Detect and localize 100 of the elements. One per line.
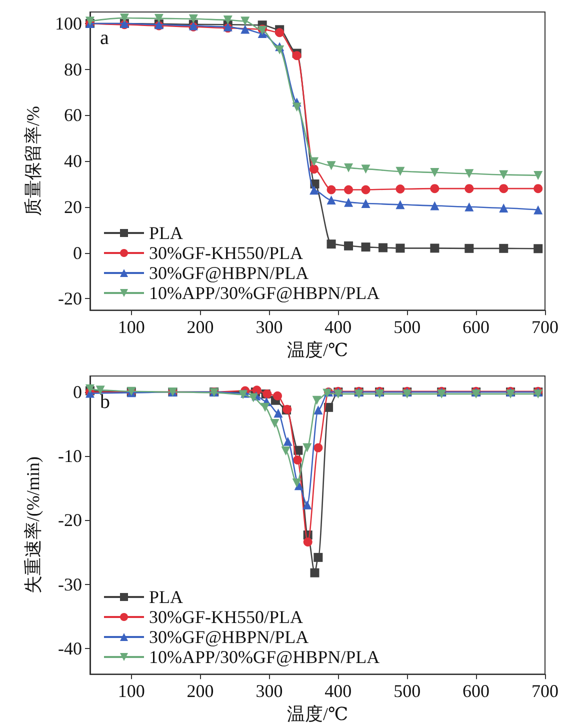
point	[96, 386, 105, 395]
point	[534, 184, 543, 194]
point	[396, 200, 405, 210]
point	[396, 244, 405, 253]
x-tick-label: 500	[394, 681, 421, 702]
point	[260, 402, 270, 412]
y-tick-label: -20	[58, 288, 82, 309]
point	[303, 538, 312, 547]
point	[430, 201, 440, 210]
point	[293, 455, 302, 464]
y-tick-label: 0	[73, 382, 82, 402]
legend-label: 10%APP/30%GF@HBPN/PLA	[149, 647, 380, 667]
x-tick-label: 100	[118, 681, 145, 702]
point	[281, 446, 290, 456]
point	[283, 436, 292, 446]
point	[378, 243, 388, 252]
point	[534, 244, 543, 254]
point	[344, 163, 354, 172]
x-tick-label: 300	[256, 681, 283, 702]
point	[275, 45, 284, 54]
y-tick-label: -20	[58, 510, 82, 530]
x-tick-label: 100	[118, 317, 145, 338]
point	[499, 184, 508, 194]
point	[292, 102, 302, 112]
annotation: b	[100, 391, 110, 413]
annotation: a	[100, 27, 109, 49]
x-tick-label: 400	[324, 681, 352, 702]
y-tick-label: 20	[64, 196, 82, 217]
point	[499, 244, 508, 253]
point	[464, 169, 474, 178]
point	[292, 478, 302, 488]
x-tick-label: 300	[256, 317, 283, 338]
point	[430, 244, 440, 253]
y-tick-label: 0	[73, 242, 82, 263]
point	[302, 443, 312, 452]
y-axis-title: 失重速率/(%/min)	[23, 456, 43, 594]
point	[344, 185, 354, 194]
y-tick-label: -40	[58, 638, 82, 658]
legend-label: 30%GF@HBPN/PLA	[149, 627, 309, 647]
point	[240, 24, 250, 34]
point	[274, 408, 283, 418]
point	[499, 170, 508, 180]
x-tick-label: 200	[186, 317, 214, 338]
point	[326, 161, 336, 170]
point	[464, 184, 474, 194]
x-tick-label: 700	[532, 681, 558, 702]
point	[310, 164, 319, 174]
point	[464, 202, 474, 212]
point	[464, 244, 474, 253]
point	[499, 204, 508, 213]
x-tick-label: 700	[532, 317, 558, 338]
point	[396, 184, 405, 194]
x-tick-label: 200	[186, 681, 214, 702]
point	[188, 14, 198, 24]
y-tick-label: -30	[58, 574, 82, 594]
point	[273, 391, 282, 400]
x-tick-label: 600	[462, 317, 490, 338]
point	[534, 205, 543, 214]
point	[310, 157, 319, 166]
legend-label: 30%GF-KH550/PLA	[149, 243, 304, 263]
point	[314, 443, 323, 452]
y-tick-label: 40	[64, 151, 82, 172]
legend-label: 10%APP/30%GF@HBPN/PLA	[149, 283, 380, 303]
x-tick-label: 400	[324, 317, 352, 338]
point	[430, 184, 440, 194]
point	[344, 241, 354, 250]
point	[302, 500, 312, 510]
point	[344, 198, 354, 207]
y-axis-title: 质量保留率/%	[23, 106, 43, 216]
point	[314, 552, 323, 562]
point	[361, 242, 370, 252]
legend-label: 30%GF-KH550/PLA	[149, 607, 304, 627]
point	[310, 186, 319, 195]
point	[326, 196, 336, 205]
x-axis-title: 温度/℃	[286, 704, 348, 724]
point	[314, 405, 323, 414]
point	[120, 13, 129, 22]
point	[326, 185, 336, 194]
y-tick-label: 80	[64, 59, 82, 80]
point	[223, 16, 232, 25]
point	[396, 166, 405, 176]
point	[361, 198, 370, 208]
x-axis-title: 温度/℃	[286, 340, 348, 360]
point	[312, 396, 322, 405]
y-tick-label: -10	[58, 446, 82, 466]
point	[240, 16, 250, 26]
legend-label: PLA	[149, 223, 184, 243]
point	[154, 14, 164, 23]
y-tick-label: 100	[55, 13, 82, 34]
point	[270, 418, 280, 428]
point	[248, 393, 258, 402]
legend-label: PLA	[149, 587, 184, 607]
point	[292, 51, 302, 60]
point	[534, 170, 543, 180]
legend-label: 30%GF@HBPN/PLA	[149, 263, 309, 283]
point	[361, 164, 370, 174]
point	[361, 185, 370, 194]
x-tick-label: 500	[394, 317, 421, 338]
point	[310, 568, 320, 578]
point	[275, 28, 284, 38]
